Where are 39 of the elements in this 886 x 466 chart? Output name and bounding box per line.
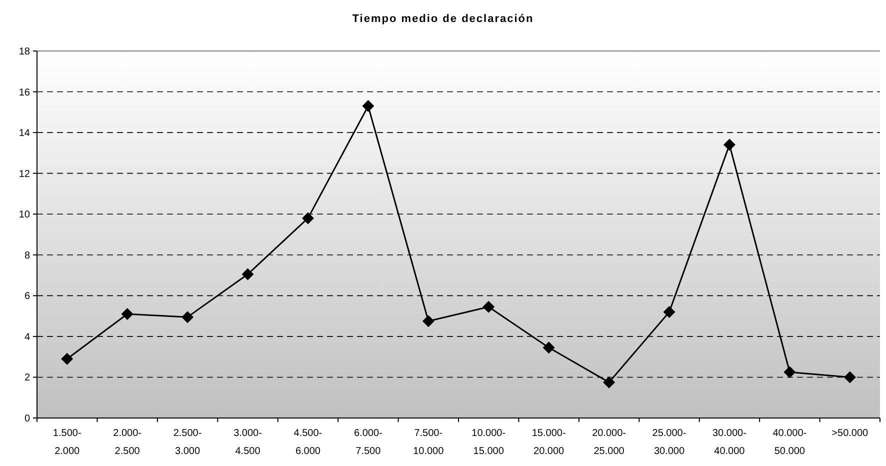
x-tick-label: 7.500-10.000 <box>413 428 444 457</box>
y-tick-label: 10 <box>18 210 30 221</box>
point <box>784 366 796 378</box>
x-tick-label: 2.500-3.000 <box>173 428 202 457</box>
point <box>121 308 134 320</box>
point <box>542 342 555 354</box>
y-tick-label: 4 <box>24 332 30 343</box>
point <box>663 306 676 318</box>
x-tick-label: 2.000-2.500 <box>113 428 142 457</box>
point <box>844 371 856 384</box>
x-tick-label: 3.000-4.500 <box>234 428 262 457</box>
point <box>302 212 314 224</box>
point <box>362 100 374 112</box>
y-tick-label: 14 <box>18 128 30 140</box>
x-tick-label: >50.000 <box>832 428 869 439</box>
point <box>603 376 616 388</box>
point <box>61 352 74 365</box>
x-tick-label: 25.000-30.000 <box>652 428 686 457</box>
chart-title: Tiempo medio de declaración <box>352 13 534 25</box>
x-tick-label: 4.500-6.000 <box>294 428 322 457</box>
y-tick-label: 2 <box>24 372 30 384</box>
x-tick-label: 15.000-20.000 <box>532 428 566 457</box>
x-tick-label: 20.000-25.000 <box>592 428 626 457</box>
point <box>723 138 736 151</box>
y-tick-label: 12 <box>18 168 30 180</box>
point <box>182 311 194 324</box>
x-tick-label: 1.500-2.000 <box>52 428 82 457</box>
point <box>422 315 434 328</box>
y-tick-label: 6 <box>24 291 30 302</box>
x-tick-label: 10.000-15.000 <box>472 428 506 457</box>
y-tick-label: 8 <box>24 250 30 262</box>
x-tick-label: 30.000-40.000 <box>712 428 746 457</box>
x-tick-label: 6.000-7.500 <box>354 428 382 457</box>
y-tick-label: 0 <box>24 414 30 424</box>
y-tick-label: 16 <box>18 87 30 98</box>
point <box>482 300 495 313</box>
point <box>242 268 254 280</box>
x-tick-label: 40.000-50.000 <box>772 428 807 457</box>
y-tick-label: 18 <box>18 46 30 58</box>
